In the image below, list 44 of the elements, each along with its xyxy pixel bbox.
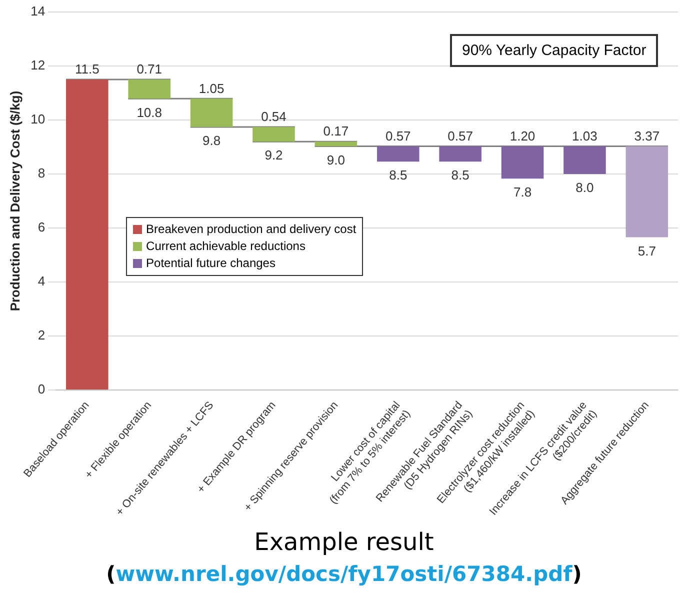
data-label: 11.5 <box>74 62 100 77</box>
legend-label: Current achievable reductions <box>146 238 306 255</box>
bar <box>314 142 358 146</box>
data-label: 0.71 <box>136 62 162 77</box>
annotation: 8.0 <box>576 180 594 196</box>
bar <box>439 146 482 162</box>
data-label: 1.05 <box>198 80 224 96</box>
bar <box>252 127 295 142</box>
annotation: 90% Yearly Capacity Factor <box>450 34 658 67</box>
bar <box>66 80 108 390</box>
data-label: 0.57 <box>385 128 411 144</box>
annotation: 9.2 <box>264 148 283 163</box>
data-label: 1.03 <box>572 128 598 144</box>
text: (www.nrel.gov/docs/fy17osti/67384.pdf) <box>105 562 583 586</box>
bar <box>128 80 170 99</box>
annotation: 8.5 <box>451 168 470 183</box>
y-axis-title: Production and Delivery Cost ($/kg) <box>7 90 22 312</box>
bar <box>564 146 606 174</box>
annotation: 7.8 <box>513 184 532 200</box>
y-tick-label: 0 <box>38 382 46 397</box>
data-label: 3.37 <box>634 128 660 144</box>
y-tick-label: 14 <box>30 4 46 19</box>
legend-label: Breakeven production and delivery cost <box>146 220 356 238</box>
y-tick-label: 10 <box>30 112 46 127</box>
bar <box>626 146 668 238</box>
annotation: 5.7 <box>638 243 656 258</box>
data-label: 0.57 <box>448 128 473 144</box>
text: Example result <box>253 528 435 556</box>
annotation: 8.5 <box>389 168 408 183</box>
bar <box>376 146 420 162</box>
y-tick-label: 6 <box>38 220 46 235</box>
y-tick-label: 8 <box>38 166 46 181</box>
y-tick-label: 12 <box>30 58 46 73</box>
annotation: 10.8 <box>136 104 162 120</box>
y-tick-label: 2 <box>38 328 46 343</box>
annotation: 9.8 <box>202 133 221 148</box>
data-label: 0.54 <box>261 109 286 124</box>
annotation: 9.0 <box>326 152 345 168</box>
data-label: 0.17 <box>323 124 349 139</box>
bar <box>501 146 544 179</box>
data-label: 1.20 <box>510 128 536 144</box>
y-tick-label: 4 <box>38 274 46 289</box>
legend-label: Potential future changes <box>146 254 276 272</box>
bar <box>190 98 233 128</box>
